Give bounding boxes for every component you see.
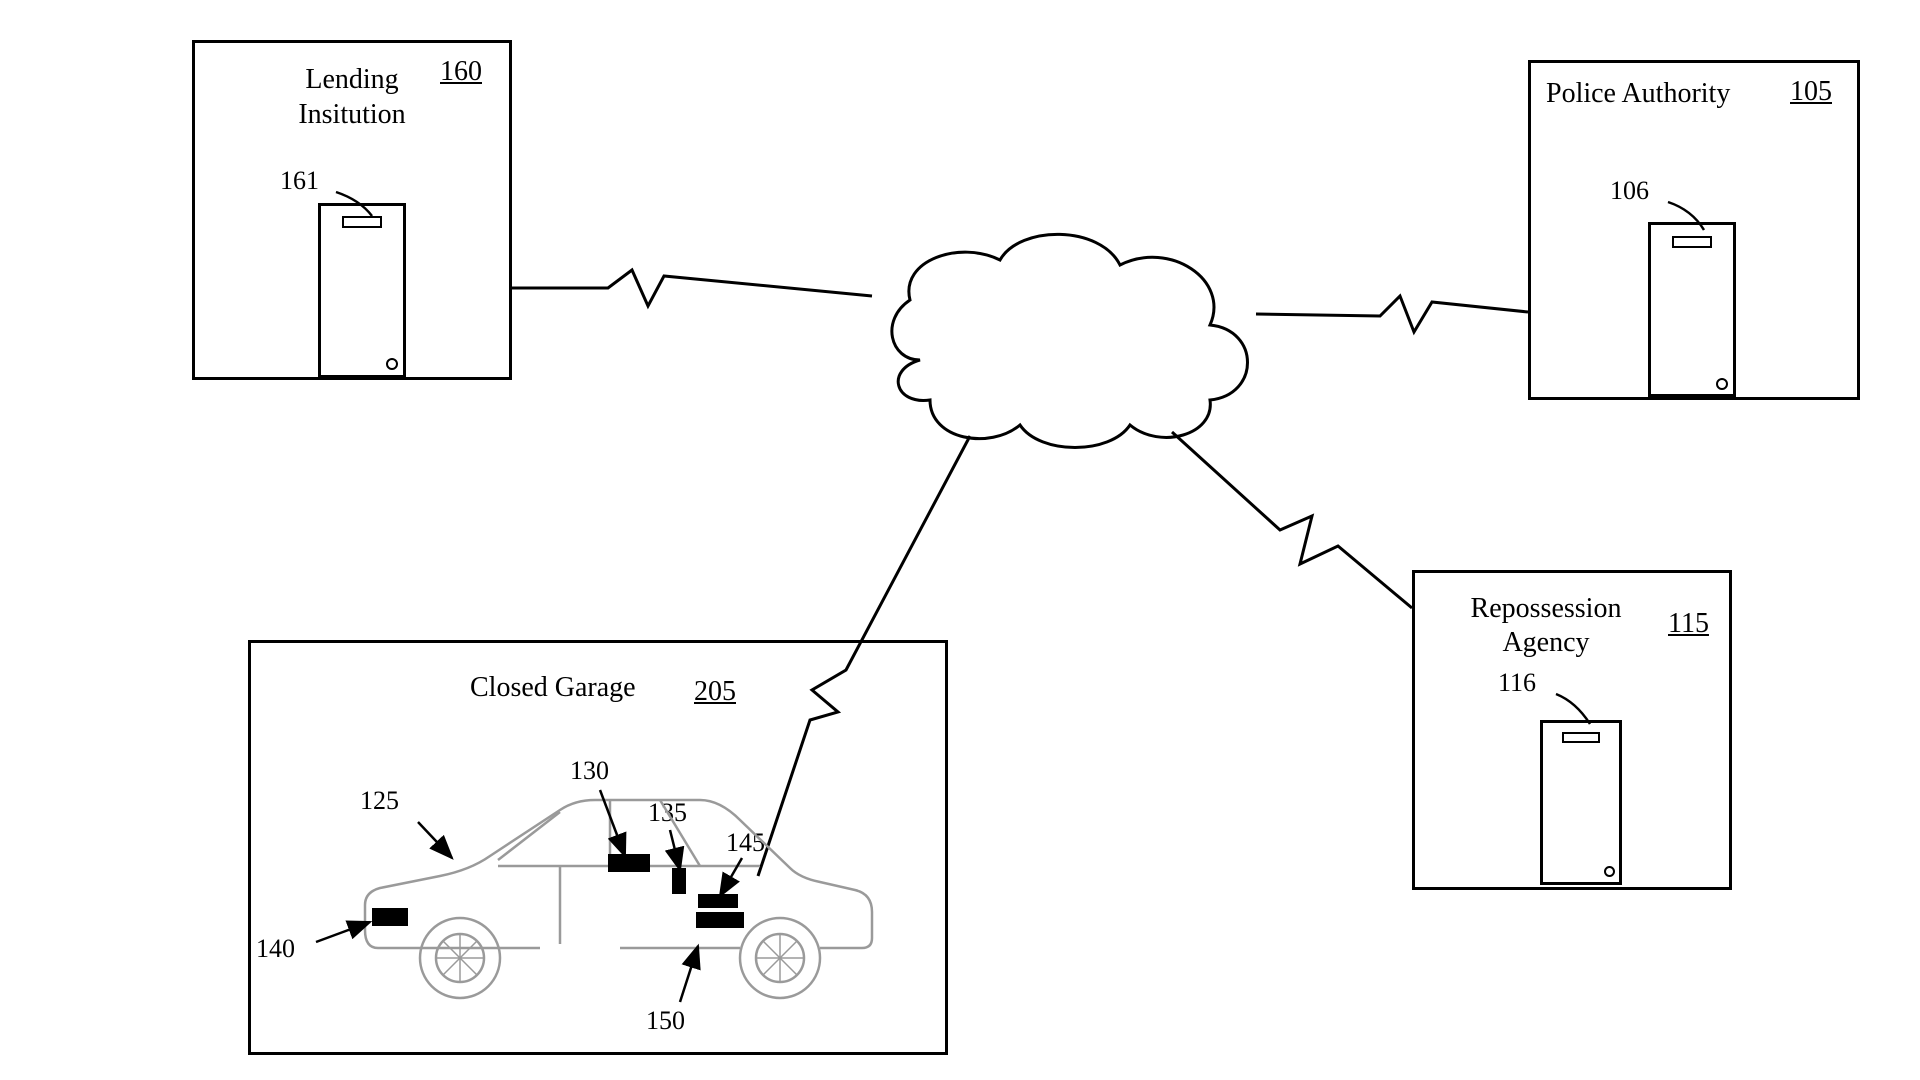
lending-computer-slot	[342, 216, 382, 228]
bolt-police-network	[1256, 296, 1528, 332]
repo-ref: 115	[1668, 608, 1709, 640]
network-ref: 110	[1116, 282, 1157, 314]
car-callout-125: 125	[360, 786, 399, 816]
bolt-lending-network	[512, 270, 872, 306]
police-computer	[1648, 222, 1736, 397]
bolt-repo-network	[1172, 432, 1412, 608]
police-computer-button	[1716, 378, 1728, 390]
repo-computer	[1540, 720, 1622, 885]
police-title: Police Authority	[1546, 78, 1730, 110]
car-callout-140: 140	[256, 934, 295, 964]
lending-ref: 160	[440, 56, 482, 88]
repo-computer-button	[1604, 866, 1615, 877]
repo-computer-slot	[1562, 732, 1600, 743]
car-callout-130: 130	[570, 756, 609, 786]
car-callout-145: 145	[726, 828, 765, 858]
lending-computer-button	[386, 358, 398, 370]
lending-computer	[318, 203, 406, 378]
garage-ref: 205	[694, 676, 736, 708]
lending-callout-161: 161	[280, 166, 319, 196]
lending-title: Lending Insitution	[252, 62, 452, 132]
car-callout-150: 150	[646, 1006, 685, 1036]
car-callout-135: 135	[648, 798, 687, 828]
police-computer-slot	[1672, 236, 1712, 248]
police-ref: 105	[1790, 76, 1832, 108]
repo-callout-116: 116	[1498, 668, 1536, 698]
police-callout-106: 106	[1610, 176, 1649, 206]
network-label: Network	[986, 330, 1084, 362]
repo-title: Repossession Agency	[1446, 592, 1646, 659]
garage-title: Closed Garage	[470, 672, 636, 704]
